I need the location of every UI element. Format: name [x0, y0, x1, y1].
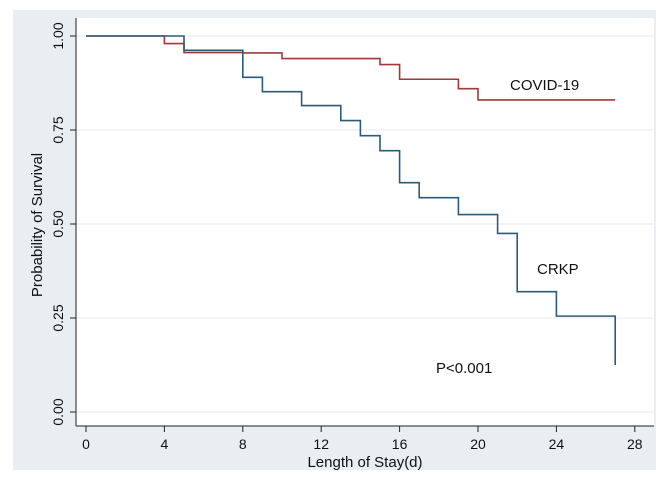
- y-tick-label: 0.00: [50, 398, 66, 425]
- axes: [75, 18, 654, 427]
- p-value-annotation: P<0.001: [436, 360, 492, 377]
- x-tick-label: 20: [470, 436, 486, 452]
- x-axis-title: Length of Stay(d): [307, 454, 422, 471]
- ticks: 0.00 0.25 0.50 0.75 1.00 0 4 8 12 16 20 24 28: [50, 22, 643, 452]
- series-label-crkp: CRKP: [537, 261, 579, 278]
- series-label-covid: COVID-19: [510, 77, 579, 94]
- y-tick-label: 0.25: [50, 304, 66, 331]
- series-layer: [86, 35, 616, 365]
- x-tick-label: 16: [392, 436, 408, 452]
- x-tick-label: 28: [627, 436, 643, 452]
- x-tick-label: 12: [313, 436, 329, 452]
- y-tick-label: 0.75: [50, 116, 66, 143]
- plot-area: [76, 18, 654, 426]
- y-tick-label: 0.50: [50, 210, 66, 237]
- y-tick-label: 1.00: [50, 22, 66, 49]
- y-axis-title: Probability of Survival: [29, 153, 46, 297]
- series-line-covid-19: [86, 35, 616, 101]
- series-line-crkp: [86, 35, 616, 365]
- x-tick-label: 8: [239, 436, 247, 452]
- x-tick-label: 0: [82, 436, 90, 452]
- x-tick-label: 24: [549, 436, 565, 452]
- x-tick-label: 4: [161, 436, 169, 452]
